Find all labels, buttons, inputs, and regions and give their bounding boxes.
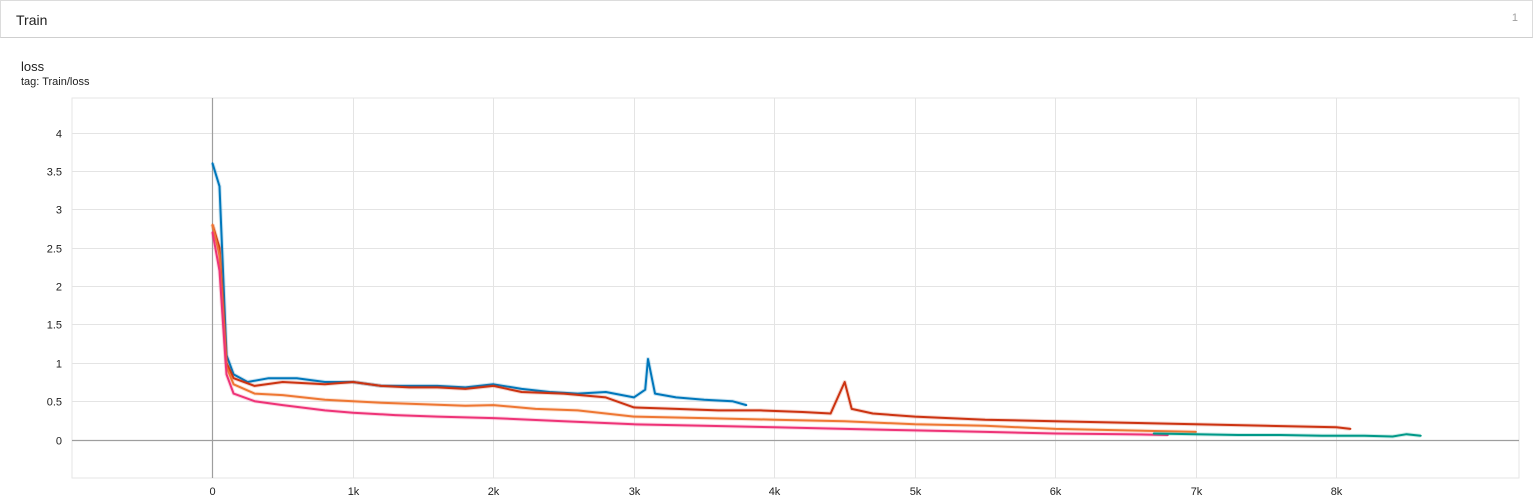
x-tick-label: 8k bbox=[1331, 486, 1343, 498]
y-tick-label: 0.5 bbox=[47, 397, 62, 409]
x-tick-label: 6k bbox=[1050, 486, 1062, 498]
x-tick-label: 0 bbox=[209, 486, 215, 498]
y-tick-label: 3 bbox=[56, 205, 62, 217]
group-title: Train bbox=[16, 12, 48, 28]
series-line-0 bbox=[211, 162, 748, 407]
y-tick-label: 1.5 bbox=[47, 320, 62, 332]
y-tick-label: 1 bbox=[56, 359, 62, 371]
series-line-2 bbox=[211, 223, 1197, 433]
series-halo-0 bbox=[210, 162, 747, 408]
x-tick-label: 2k bbox=[488, 486, 500, 498]
y-tick-label: 2.5 bbox=[47, 244, 62, 256]
group-count: 1 bbox=[1511, 12, 1518, 24]
series-line-1 bbox=[211, 223, 1352, 430]
y-tick-label: 3.5 bbox=[47, 167, 62, 179]
plot-frame bbox=[71, 97, 1520, 479]
group-header[interactable]: Train 1 bbox=[0, 0, 1533, 38]
x-tick-label: 3k bbox=[629, 486, 641, 498]
chart-title: loss bbox=[21, 59, 45, 74]
x-tick-label: 1k bbox=[348, 486, 360, 498]
x-tick-labels: 0 1k 2k 3k 4k 5k 6k 7k 8k bbox=[209, 486, 1342, 498]
x-tick-label: 5k bbox=[910, 486, 922, 498]
y-tick-label: 0 bbox=[56, 436, 62, 448]
series-line-4 bbox=[1152, 432, 1422, 438]
chart-tag: tag: Train/loss bbox=[21, 76, 90, 88]
y-tick-label: 4 bbox=[56, 129, 62, 141]
series-line-3 bbox=[211, 231, 1169, 436]
chart-card: loss tag: Train/loss bbox=[0, 38, 1533, 500]
series-halo-3 bbox=[210, 231, 1168, 437]
y-tick-label: 2 bbox=[56, 282, 62, 294]
series-halo-1 bbox=[210, 224, 1351, 431]
x-tick-label: 4k bbox=[769, 486, 781, 498]
y-tick-labels: 0 0.5 1 1.5 2 2.5 3 3.5 4 bbox=[47, 129, 62, 448]
axes bbox=[72, 98, 1519, 478]
x-tick-label: 7k bbox=[1191, 486, 1203, 498]
grid bbox=[71, 97, 1520, 479]
series-lines bbox=[210, 162, 1422, 439]
